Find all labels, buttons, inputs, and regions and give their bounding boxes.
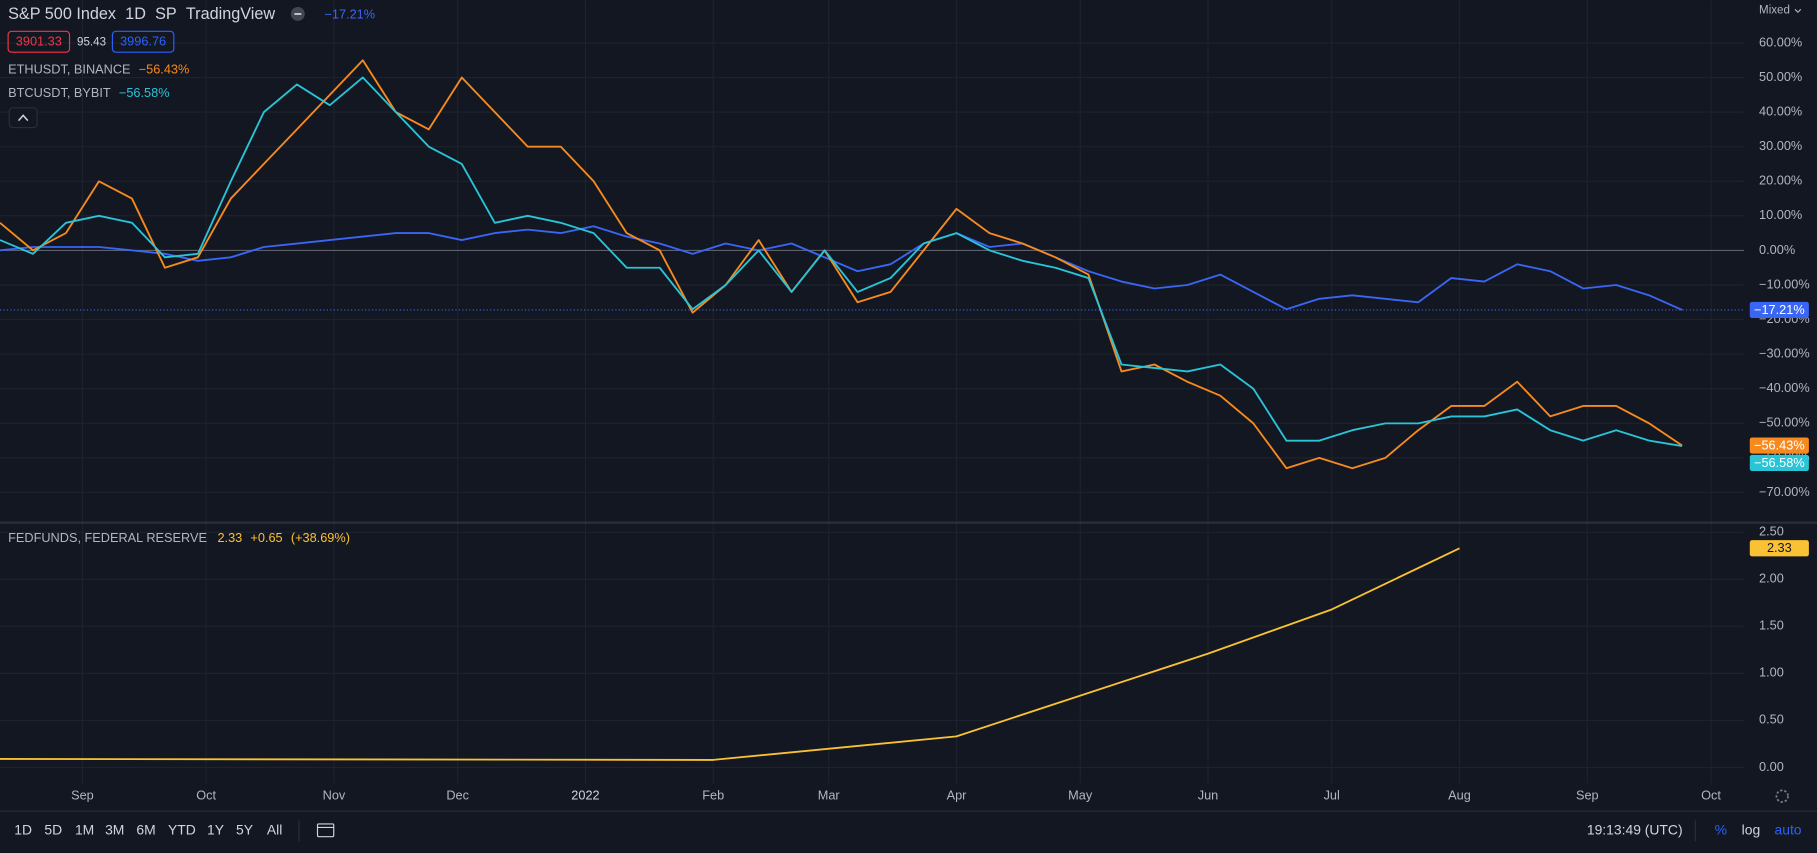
series-line xyxy=(0,59,1683,470)
last-value-badge xyxy=(1749,454,1809,472)
last-value-label: 2.33 xyxy=(1767,540,1792,555)
series-line xyxy=(0,547,1460,761)
range-button[interactable]: 6M xyxy=(136,822,155,838)
y-tick-label: 1.00 xyxy=(1759,665,1784,680)
range-button[interactable]: 1D xyxy=(14,822,32,838)
series-name: BTCUSDT, BYBIT xyxy=(8,85,111,100)
last-value-label: −56.58% xyxy=(1754,455,1805,470)
legend-btc: BTCUSDT, BYBIT −56.58% xyxy=(8,85,169,100)
x-tick-label: Dec xyxy=(446,788,469,803)
legend-eth: ETHUSDT, BINANCE −56.43% xyxy=(8,62,189,77)
scale-mode-chevron xyxy=(1794,8,1802,14)
sell-price[interactable]: 3901.33 xyxy=(16,34,62,49)
collapse-icon xyxy=(17,114,29,122)
last-value-badge xyxy=(1749,301,1809,319)
y-tick-label: 60.00% xyxy=(1759,34,1802,49)
y-tick-label: 0.00% xyxy=(1759,242,1795,257)
exchange: SP xyxy=(155,5,177,23)
y-tick-label: 30.00% xyxy=(1759,138,1802,153)
plots: −17.21% −56.43% −56.58% 2.33 xyxy=(0,59,1809,761)
last-value-label: −17.21% xyxy=(1754,302,1805,317)
settings-icon[interactable] xyxy=(1775,789,1789,803)
y-tick-label: 50.00% xyxy=(1759,69,1802,84)
series-line xyxy=(0,76,1683,447)
x-tick-label: Sep xyxy=(71,788,94,803)
y-tick-label: 1.50 xyxy=(1759,618,1784,633)
source: TradingView xyxy=(186,5,276,23)
x-tick-label: Mar xyxy=(818,788,841,803)
x-tick-label: Sep xyxy=(1576,788,1599,803)
last-value-badge xyxy=(1749,437,1809,454)
sell-box[interactable] xyxy=(7,30,71,53)
spread: 95.43 xyxy=(77,36,106,48)
toolbar: 1D 5D 1M 3M 6M YTD 1Y 5Y All% log auto xyxy=(14,822,1802,838)
y-tick-label: 2.50 xyxy=(1759,524,1784,539)
legend-main: S&P 500 Index 1D SP TradingView xyxy=(8,5,275,23)
x-tick-label: Jun xyxy=(1198,788,1219,803)
range-button[interactable]: All xyxy=(267,822,282,838)
x-tick-label: 2022 xyxy=(571,788,599,803)
scale-mode[interactable]: Mixed xyxy=(1759,5,1790,17)
scale-mode-button[interactable]: auto xyxy=(1775,822,1802,838)
x-tick-label: Nov xyxy=(323,788,346,803)
x-tick-label: May xyxy=(1068,788,1093,803)
range-button[interactable]: 5Y xyxy=(236,822,253,838)
scale-mode-button[interactable]: log xyxy=(1742,822,1761,838)
series-name: ETHUSDT, BINANCE xyxy=(8,62,130,77)
y-tick-label: −70.00% xyxy=(1759,484,1810,499)
y-tick-label: 20.00% xyxy=(1759,173,1802,188)
range-button[interactable]: YTD xyxy=(168,822,196,838)
series-change-pct: (+38.69%) xyxy=(291,530,350,545)
x-tick-label: Aug xyxy=(1448,788,1471,803)
legend-fed: FEDFUNDS, FEDERAL RESERVE 2.33 +0.65 (+3… xyxy=(8,530,350,545)
range-button[interactable]: 5D xyxy=(44,822,62,838)
y-tick-label: −10.00% xyxy=(1759,276,1810,291)
last-value-badge xyxy=(1749,540,1809,557)
buy-price[interactable]: 3996.76 xyxy=(120,34,166,49)
x-tick-label: Oct xyxy=(1701,788,1721,803)
y-tick-label: 2.00 xyxy=(1759,571,1784,586)
y-tick-label: 0.50 xyxy=(1759,712,1784,727)
symbol-name: S&P 500 Index xyxy=(8,5,116,23)
y-tick-label: −30.00% xyxy=(1759,346,1810,361)
scale-mode-button[interactable]: % xyxy=(1715,822,1727,838)
x-tick-label: Oct xyxy=(196,788,216,803)
y-tick-label: 10.00% xyxy=(1759,207,1802,222)
series-change: −56.58% xyxy=(119,85,170,100)
y-tick-label: −40.00% xyxy=(1759,380,1810,395)
last-value-label: −56.43% xyxy=(1754,437,1805,452)
series-change: −56.43% xyxy=(139,62,190,77)
range-button[interactable]: 1Y xyxy=(207,822,224,838)
main-change: −17.21% xyxy=(324,6,375,21)
x-tick-label: Feb xyxy=(702,788,724,803)
buy-box[interactable] xyxy=(111,30,175,53)
x-tick-label: Apr xyxy=(947,788,968,803)
clock: 19:13:49 (UTC) xyxy=(1587,822,1683,838)
interval: 1D xyxy=(125,5,146,23)
series-last: 2.33 xyxy=(217,530,242,545)
y-tick-label: 0.00 xyxy=(1759,759,1784,774)
x-tick-label: Jul xyxy=(1324,788,1340,803)
range-button[interactable]: 1M xyxy=(75,822,94,838)
collapse-button[interactable] xyxy=(8,107,38,129)
range-button[interactable]: 3M xyxy=(105,822,124,838)
series-name: FEDFUNDS, FEDERAL RESERVE xyxy=(8,530,207,545)
y-tick-label: 40.00% xyxy=(1759,103,1802,118)
series-change: +0.65 xyxy=(250,530,282,545)
y-tick-label: −50.00% xyxy=(1759,415,1810,430)
series-line xyxy=(0,225,1683,311)
date-range-icon[interactable] xyxy=(316,823,335,838)
